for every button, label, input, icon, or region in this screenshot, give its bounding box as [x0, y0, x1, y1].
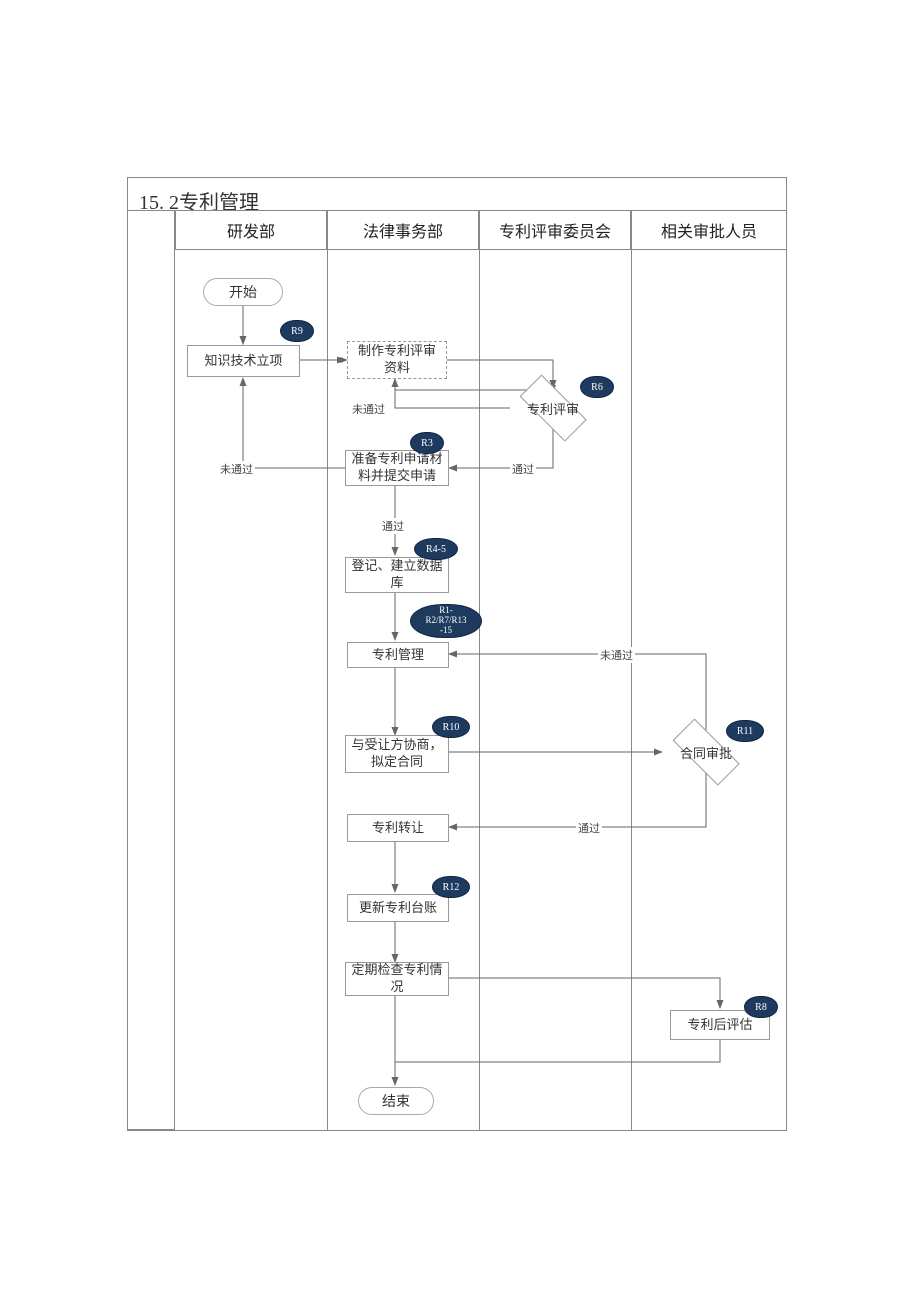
lane-header-rd: 研发部: [175, 210, 327, 250]
risk-badge-r3: R3: [410, 432, 444, 454]
risk-label: R9: [291, 326, 303, 337]
edge-label-pass-review: 通过: [510, 461, 536, 477]
risk-label: R11: [737, 726, 753, 737]
lane-header-approvers: 相关审批人员: [631, 210, 787, 250]
lane-header-label: 相关审批人员: [661, 218, 757, 242]
node-label: 知识技术立项: [204, 353, 282, 370]
gutter-column: [127, 210, 175, 1130]
lane-header-committee: 专利评审委员会: [479, 210, 631, 250]
edge-label-pass-contract: 通过: [576, 820, 602, 836]
risk-label: R10: [443, 722, 460, 733]
node-label: 专利评审: [527, 399, 579, 418]
risk-badge-r12: R12: [432, 876, 470, 898]
risk-badge-r6: R6: [580, 376, 614, 398]
node-label: 登记、建立数据 库: [351, 558, 442, 592]
node-label: 准备专利申请材 料并提交申请: [351, 451, 442, 485]
edge-label-fail-contract: 未通过: [598, 647, 635, 663]
lane-header-label: 研发部: [227, 218, 275, 242]
edge-label-fail-review: 未通过: [350, 401, 387, 417]
edge-label-pass-prepare: 通过: [380, 518, 406, 534]
node-label: 结束: [382, 1091, 410, 1111]
node-label: 合同审批: [680, 743, 732, 762]
risk-badge-r9: R9: [280, 320, 314, 342]
risk-badge-r1: R1- R2/R7/R13 -15: [410, 604, 482, 638]
risk-badge-r11: R11: [726, 720, 764, 742]
lane-divider: [479, 250, 480, 1130]
node-prepare-application: 准备专利申请材 料并提交申请: [345, 450, 449, 486]
flowchart-page: 15. 2专利管理 研发部 法律事务部 专利评审委员会 相关审批人员: [0, 0, 920, 1301]
lane-divider: [631, 250, 632, 1130]
risk-badge-r45: R4-5: [414, 538, 458, 560]
node-patent-manage: 专利管理: [347, 642, 449, 668]
lane-header-label: 专利评审委员会: [499, 218, 611, 242]
node-end: 结束: [358, 1087, 434, 1115]
node-negotiate-contract: 与受让方协商， 拟定合同: [345, 735, 449, 773]
node-periodic-check: 定期检查专利情 况: [345, 962, 449, 996]
node-register-db: 登记、建立数据 库: [345, 557, 449, 593]
node-lixiang: 知识技术立项: [187, 345, 300, 377]
node-label: 制作专利评审 资料: [358, 343, 436, 377]
lane-divider: [327, 250, 328, 1130]
node-label: 与受让方协商， 拟定合同: [351, 737, 442, 771]
risk-label: R1- R2/R7/R13 -15: [425, 606, 466, 636]
node-label: 专利管理: [372, 647, 424, 664]
node-patent-transfer: 专利转让: [347, 814, 449, 842]
edge-label-fail-prepare: 未通过: [218, 461, 255, 477]
node-update-ledger: 更新专利台账: [347, 894, 449, 922]
risk-label: R6: [591, 382, 603, 393]
lane-header-legal: 法律事务部: [327, 210, 479, 250]
risk-label: R8: [755, 1002, 767, 1013]
node-label: 定期检查专利情 况: [351, 962, 442, 996]
risk-label: R12: [443, 882, 460, 893]
node-label: 开始: [229, 282, 257, 302]
node-label: 更新专利台账: [359, 900, 437, 917]
node-label: 专利转让: [372, 820, 424, 837]
lane-header-label: 法律事务部: [363, 218, 443, 242]
risk-badge-r10: R10: [432, 716, 470, 738]
risk-badge-r8: R8: [744, 996, 778, 1018]
node-make-materials: 制作专利评审 资料: [347, 341, 447, 379]
diagram-frame: [127, 177, 787, 1131]
node-start: 开始: [203, 278, 283, 306]
risk-label: R4-5: [426, 544, 446, 555]
risk-label: R3: [421, 438, 433, 449]
node-label: 专利后评估: [687, 1017, 752, 1034]
